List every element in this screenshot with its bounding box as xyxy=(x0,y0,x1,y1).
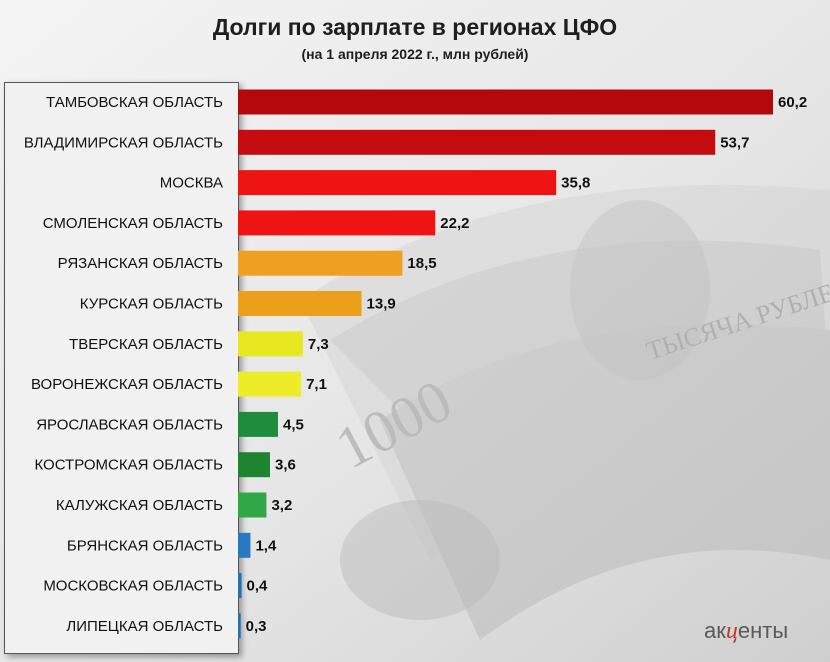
value-label: 3,6 xyxy=(275,457,296,474)
category-label: ТВЕРСКАЯ ОБЛАСТЬ xyxy=(69,336,223,353)
category-label: БРЯНСКАЯ ОБЛАСТЬ xyxy=(67,537,223,554)
category-label: ТАМБОВСКАЯ ОБЛАСТЬ xyxy=(46,94,223,111)
bar-2 xyxy=(238,170,557,196)
category-label: ВОРОНЕЖСКАЯ ОБЛАСТЬ xyxy=(31,376,223,393)
bar-9 xyxy=(238,452,270,478)
bar-4 xyxy=(238,250,403,276)
bar-8 xyxy=(238,411,278,437)
brand-logo: акценты xyxy=(704,618,789,644)
bar-6 xyxy=(238,331,303,357)
bar-12 xyxy=(238,573,242,599)
category-label-panel xyxy=(4,82,239,654)
bar-1 xyxy=(238,129,716,155)
value-label: 35,8 xyxy=(561,175,590,192)
bar-3 xyxy=(238,210,436,236)
category-label: ВЛАДИМИРСКАЯ ОБЛАСТЬ xyxy=(24,134,223,151)
bar-10 xyxy=(238,492,267,518)
value-label: 53,7 xyxy=(720,134,749,151)
bar-0 xyxy=(238,89,773,115)
category-label: ЯРОСЛАВСКАЯ ОБЛАСТЬ xyxy=(36,416,223,433)
category-label: РЯЗАНСКАЯ ОБЛАСТЬ xyxy=(58,255,224,272)
bar-11 xyxy=(238,532,251,558)
value-label: 22,2 xyxy=(440,215,469,232)
category-label: МОСКВА xyxy=(160,175,223,192)
category-label: КУРСКАЯ ОБЛАСТЬ xyxy=(80,296,223,313)
value-label: 60,2 xyxy=(778,94,807,111)
value-label: 3,2 xyxy=(271,497,292,514)
category-label: ЛИПЕЦКАЯ ОБЛАСТЬ xyxy=(66,618,223,635)
value-label: 13,9 xyxy=(367,296,396,313)
bar-7 xyxy=(238,371,302,397)
category-label: МОСКОВСКАЯ ОБЛАСТЬ xyxy=(43,578,223,595)
bar-5 xyxy=(238,291,362,316)
value-label: 7,1 xyxy=(306,376,327,393)
value-label: 1,4 xyxy=(255,537,277,554)
value-label: 0,3 xyxy=(246,618,267,635)
category-label: СМОЛЕНСКАЯ ОБЛАСТЬ xyxy=(43,215,223,232)
category-label: КОСТРОМСКАЯ ОБЛАСТЬ xyxy=(34,457,223,474)
category-label: КАЛУЖСКАЯ ОБЛАСТЬ xyxy=(56,497,223,514)
value-label: 0,4 xyxy=(247,578,269,595)
value-label: 4,5 xyxy=(283,416,304,433)
value-label: 18,5 xyxy=(407,255,436,272)
value-label: 7,3 xyxy=(308,336,329,353)
chart-title: Долги по зарплате в регионах ЦФО xyxy=(212,14,618,40)
chart-subtitle: (на 1 апреля 2022 г., млн рублей) xyxy=(301,46,529,62)
bar-13 xyxy=(238,613,241,639)
